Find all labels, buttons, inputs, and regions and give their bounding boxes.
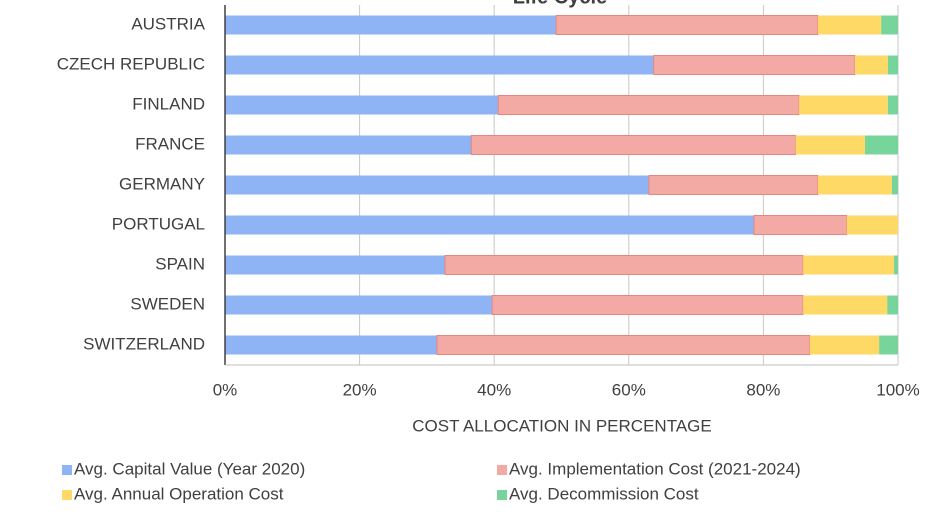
x-tick-label: 60%: [612, 380, 646, 399]
bar-segment: [491, 295, 804, 315]
chart-title: Life Cycle: [513, 0, 607, 8]
y-tick-label: SWEDEN: [130, 294, 205, 313]
y-tick-label: FINLAND: [132, 94, 205, 113]
bar-segment: [799, 95, 888, 115]
bar-segment: [225, 95, 499, 115]
bar-segment: [803, 255, 894, 275]
bar-segment: [881, 15, 898, 35]
bar-segment: [891, 175, 898, 195]
bar-segment: [225, 295, 493, 315]
bar-segment: [893, 255, 898, 275]
bar-segment: [436, 335, 811, 355]
legend-label: Avg. Implementation Cost (2021-2024): [509, 459, 801, 478]
bar-segment: [846, 215, 898, 235]
x-axis-label: COST ALLOCATION IN PERCENTAGE: [412, 416, 711, 435]
bar-segment: [653, 55, 856, 75]
y-tick-label: SWITZERLAND: [83, 334, 205, 353]
bar-segment: [803, 295, 888, 315]
bar-segment: [470, 135, 797, 155]
x-tick-label: 80%: [746, 380, 780, 399]
bar-segment: [887, 295, 898, 315]
legend-swatch: [62, 490, 72, 500]
bar-segment: [753, 215, 848, 235]
bar-segment: [225, 215, 754, 235]
y-tick-label: GERMANY: [119, 174, 205, 193]
bar-segment: [809, 335, 880, 355]
bar-segment: [444, 255, 804, 275]
bar-segment: [225, 135, 472, 155]
bar-segment: [648, 175, 819, 195]
bar-segment: [225, 335, 437, 355]
bar-segment: [879, 335, 898, 355]
x-tick-label: 40%: [477, 380, 511, 399]
legend-swatch: [497, 465, 507, 475]
x-tick-label: 100%: [876, 380, 919, 399]
bar-segment: [555, 15, 819, 35]
legend-label: Avg. Capital Value (Year 2020): [74, 459, 305, 478]
bar-segment: [817, 175, 892, 195]
bar-segment: [225, 55, 654, 75]
y-tick-label: FRANCE: [135, 134, 205, 153]
legend-label: Avg. Decommission Cost: [509, 484, 699, 503]
bar-segment: [817, 15, 882, 35]
bar-segment: [865, 135, 898, 155]
bar-segment: [887, 95, 898, 115]
y-tick-label: PORTUGAL: [112, 214, 205, 233]
y-tick-label: AUSTRIA: [131, 14, 205, 33]
bar-segment: [225, 255, 446, 275]
legend-label: Avg. Annual Operation Cost: [74, 484, 284, 503]
legend-swatch: [62, 465, 72, 475]
y-tick-label: CZECH REPUBLIC: [57, 54, 205, 73]
x-tick-label: 0%: [213, 380, 238, 399]
y-tick-label: SPAIN: [155, 254, 205, 273]
bar-segment: [225, 175, 649, 195]
bar-segment: [887, 55, 898, 75]
x-tick-label: 20%: [343, 380, 377, 399]
bar-segment: [497, 95, 800, 115]
bar-segment: [854, 55, 888, 75]
legend-swatch: [497, 490, 507, 500]
bar-segment: [795, 135, 866, 155]
bar-segment: [225, 15, 557, 35]
